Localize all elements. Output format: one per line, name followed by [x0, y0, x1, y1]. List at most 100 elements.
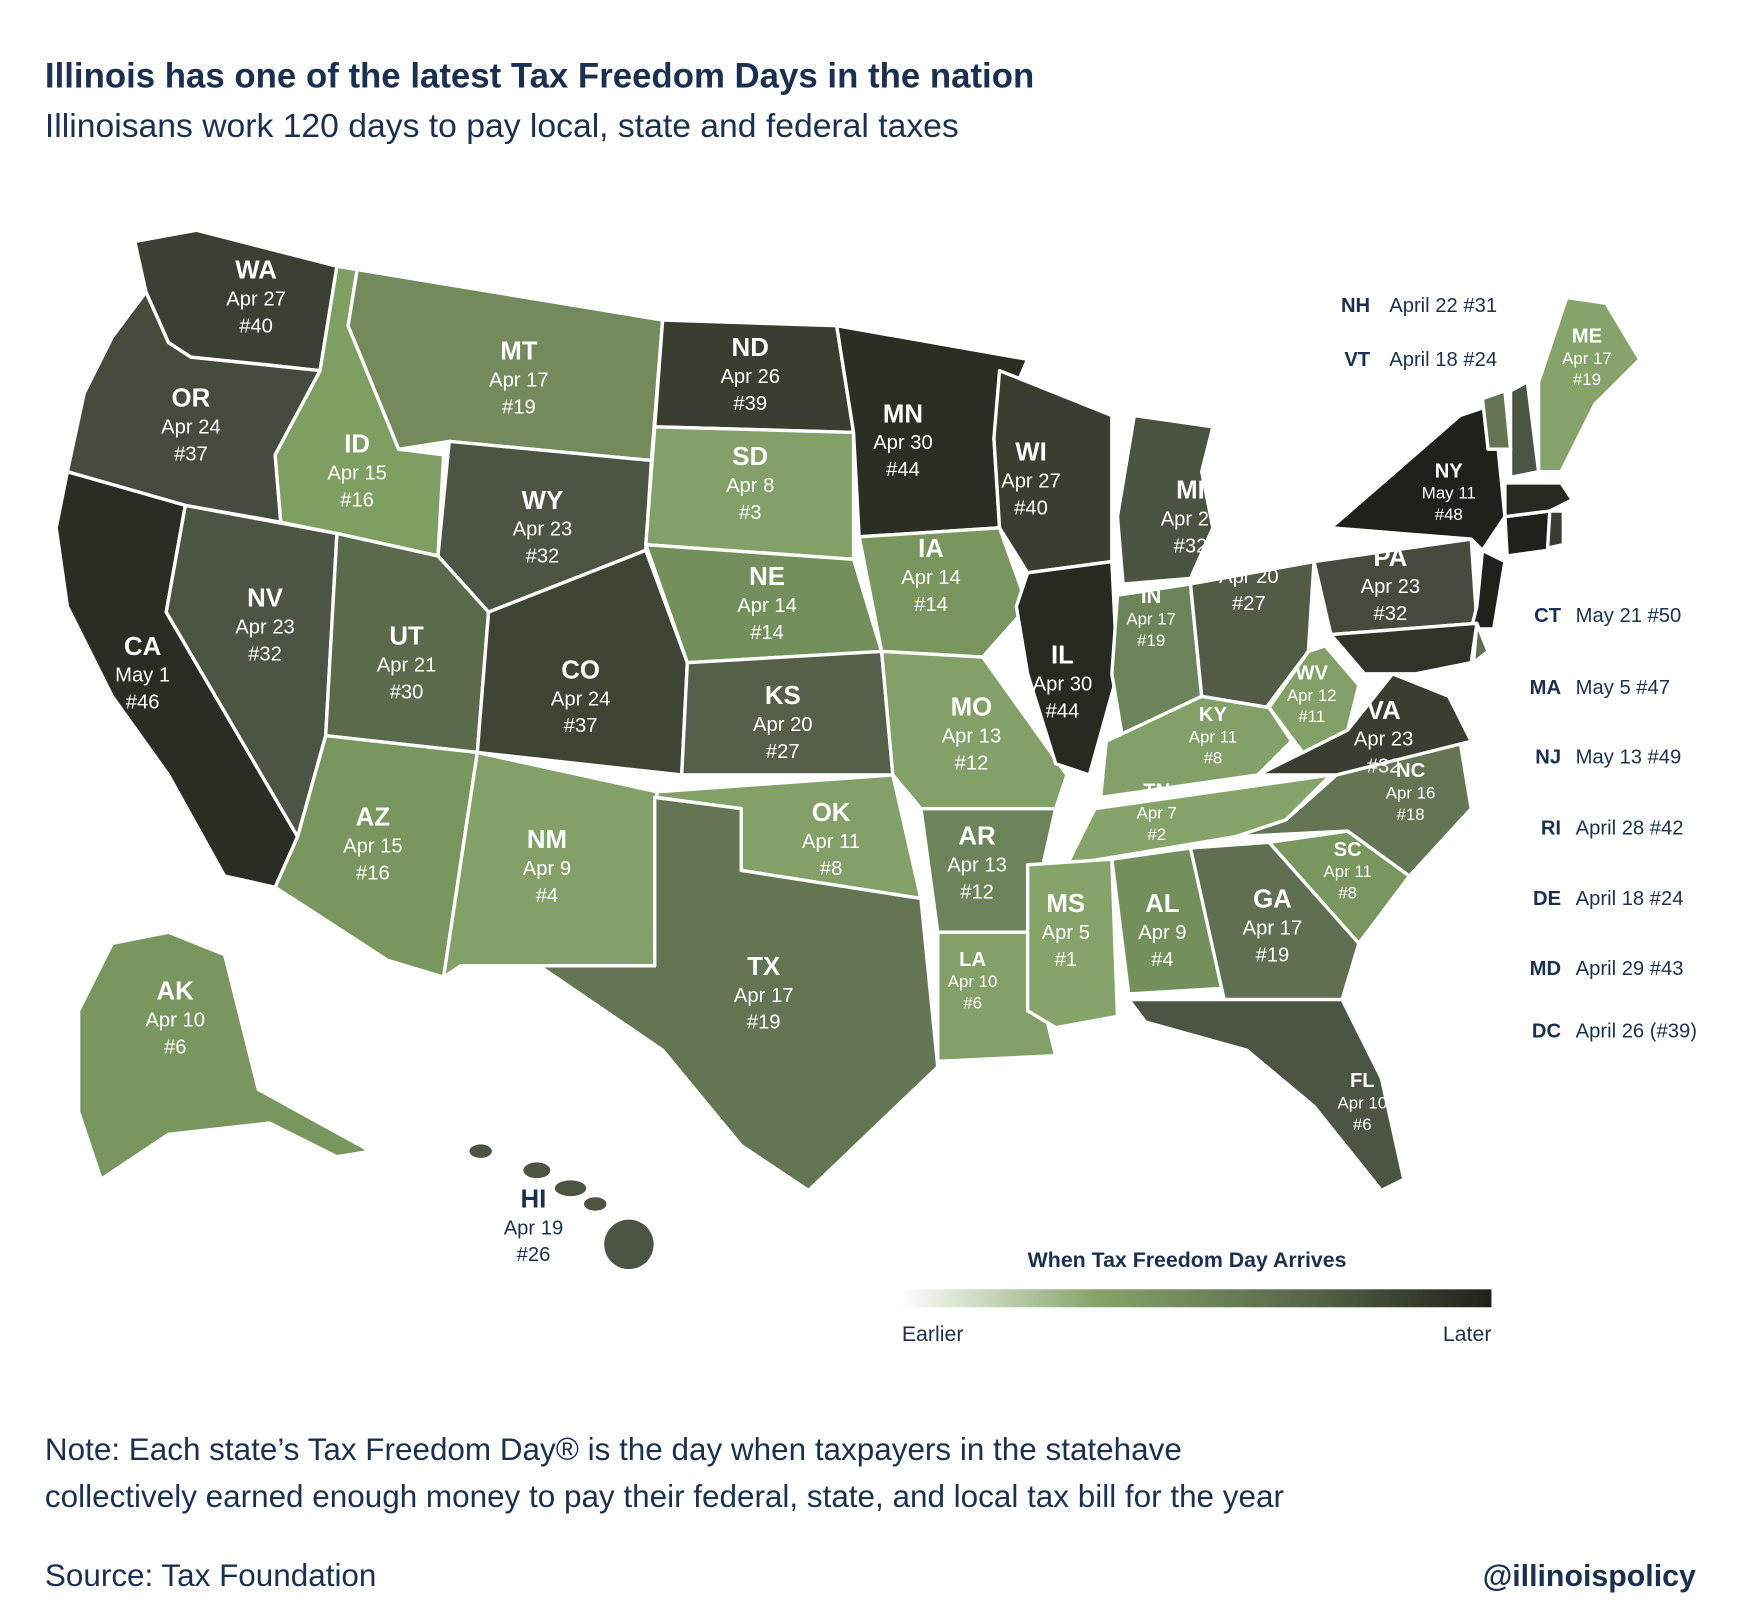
- state-rank: #6: [963, 994, 982, 1013]
- state-abbr: SC: [1334, 839, 1362, 861]
- state-abbr: MA: [1530, 677, 1562, 699]
- state-date: Apr 10: [948, 972, 998, 991]
- island: [469, 1144, 492, 1158]
- state-rank: #37: [174, 443, 208, 465]
- state-date: Apr 14: [737, 595, 797, 617]
- state-abbr: OH: [1229, 534, 1268, 562]
- state-abbr: AL: [1145, 890, 1179, 918]
- state-abbr: NV: [247, 584, 284, 612]
- state-date: Apr 13: [947, 855, 1007, 877]
- state-date: Apr 15: [343, 835, 403, 857]
- subtitle: Illinoisans work 120 days to pay local, …: [45, 108, 959, 145]
- state-shape: [1267, 644, 1361, 755]
- state-abbr: SD: [732, 443, 768, 471]
- state-rank: #32: [526, 546, 560, 568]
- state-date: Apr 10: [145, 1010, 205, 1032]
- state-rank: #26: [517, 1244, 551, 1266]
- state-rank: #40: [1014, 497, 1048, 519]
- state-abbr: NM: [527, 826, 567, 854]
- state-rank: #4: [536, 885, 558, 907]
- state-abbr: KS: [765, 682, 801, 710]
- state-rank: #19: [1137, 631, 1165, 650]
- state-detail: May 13 #49: [1576, 747, 1682, 769]
- state-abbr: IA: [918, 535, 944, 563]
- state-date: Apr 8: [726, 475, 774, 497]
- state-shape: [1536, 295, 1642, 474]
- state-rank: #32: [1367, 756, 1401, 778]
- state-date: Apr 11: [1189, 727, 1237, 746]
- state-abbr: ND: [732, 334, 769, 362]
- state-abbr: ID: [344, 431, 370, 459]
- state-shape: [1025, 857, 1120, 1030]
- state-shape: [1014, 559, 1120, 777]
- state-abbr: TN: [1143, 780, 1170, 802]
- state-rank: #8: [1204, 749, 1223, 768]
- state-rank: #8: [1338, 883, 1357, 902]
- small-state-list: NH April 22 #31 VT April 18 #24 CT May 21 #…: [1341, 295, 1697, 1043]
- state-date: Apr 17: [1243, 917, 1303, 939]
- state-rank: #32: [1374, 603, 1408, 625]
- state-detail: April 26 (#39): [1576, 1021, 1697, 1043]
- state-shape: [1098, 694, 1294, 800]
- state-labels: WA Apr 27 #40 OR Apr 24 #37 CA May 1 #46 NV Apr 23…: [115, 257, 1612, 1267]
- state-date: May 1: [115, 665, 170, 687]
- state-abbr: UT: [389, 623, 424, 651]
- state-date: Apr 17: [1562, 349, 1612, 368]
- state-abbr: LA: [959, 949, 986, 971]
- island: [584, 1197, 607, 1211]
- state-rank: #12: [955, 752, 989, 774]
- state-date: Apr 23: [1361, 576, 1421, 598]
- state-date: Apr 21: [377, 655, 437, 677]
- state-date: Apr 19: [504, 1217, 564, 1239]
- state-abbr: MT: [500, 337, 538, 365]
- title: Illinois has one of the latest Tax Freed…: [45, 57, 1034, 96]
- state-date: Apr 16: [1386, 784, 1436, 803]
- state-rank: #40: [239, 315, 273, 337]
- note-line: collectively earned enough money to pay …: [45, 1479, 1284, 1514]
- state-date: Apr 17: [489, 369, 549, 391]
- state-abbr: CT: [1534, 605, 1562, 627]
- state-date: May 11: [1422, 484, 1476, 503]
- state-shape: [1329, 621, 1479, 676]
- state-date: Apr 30: [1033, 674, 1093, 696]
- state-rank: #1: [1055, 949, 1077, 971]
- state-shape: [1503, 509, 1552, 558]
- state-abbr: NY: [1435, 460, 1464, 482]
- state-date: Apr 5: [1042, 922, 1090, 944]
- state-detail: April 29 #43: [1576, 958, 1684, 980]
- state-rank: #3: [739, 502, 761, 524]
- state-date: Apr 24: [551, 688, 611, 710]
- state-abbr: WY: [522, 487, 564, 515]
- state-abbr: OR: [172, 385, 211, 413]
- state-rank: #46: [126, 692, 160, 714]
- state-shape: [1329, 402, 1507, 553]
- state-rank: #44: [886, 459, 920, 481]
- state-abbr: IL: [1051, 642, 1074, 670]
- state-rank: #32: [248, 643, 282, 665]
- state-rank: #19: [747, 1012, 781, 1034]
- state-rank: #11: [1298, 707, 1325, 726]
- state-abbr: WV: [1295, 662, 1328, 684]
- state-date: Apr 12: [1287, 686, 1337, 705]
- state-date: Apr 9: [523, 858, 571, 880]
- state-rank: #2: [1147, 825, 1166, 844]
- state-abbr: PA: [1373, 544, 1407, 572]
- state-rank: #19: [502, 396, 536, 418]
- state-abbr: VA: [1367, 697, 1401, 725]
- state-abbr: CA: [124, 633, 161, 661]
- state-rank: #18: [1397, 805, 1425, 824]
- state-detail: April 22 #31: [1389, 295, 1497, 317]
- state-abbr: RI: [1541, 817, 1561, 839]
- state-rank: #14: [914, 594, 948, 616]
- state-shape: [1508, 380, 1541, 480]
- state-rank: #16: [356, 862, 390, 884]
- legend-gradient: [898, 1289, 1492, 1308]
- state-date: Apr 14: [901, 567, 961, 589]
- state-detail: April 18 #24: [1389, 349, 1497, 371]
- state-date: Apr 23: [235, 616, 295, 638]
- state-date: Apr 30: [873, 432, 933, 454]
- state-detail: May 21 #50: [1576, 605, 1682, 627]
- state-rank: #6: [164, 1036, 186, 1058]
- island: [523, 1162, 551, 1179]
